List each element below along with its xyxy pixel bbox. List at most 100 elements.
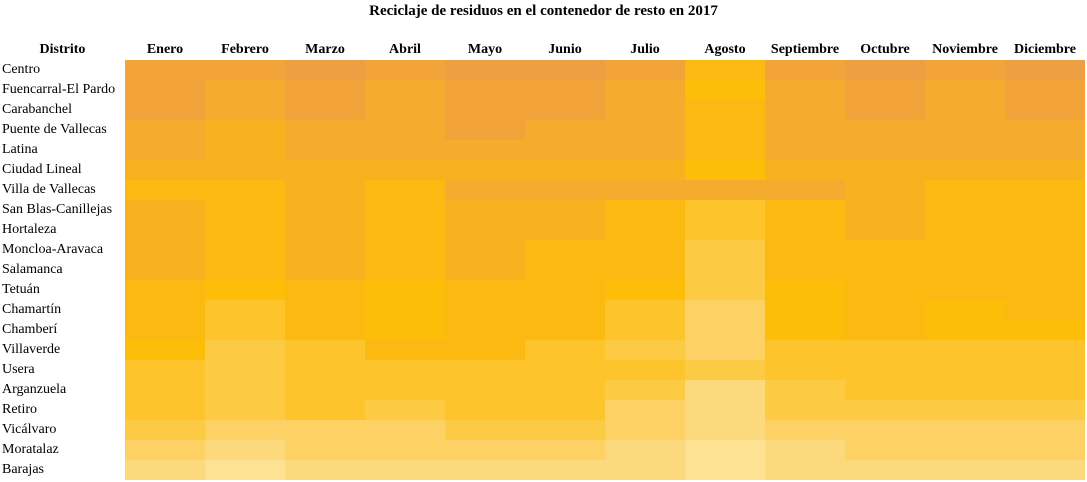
heat-cell — [605, 320, 685, 340]
heat-cell — [285, 440, 365, 460]
heat-cell — [925, 460, 1005, 480]
heat-cell — [925, 420, 1005, 440]
heat-cell — [125, 300, 205, 320]
heat-cell — [285, 420, 365, 440]
heat-cell — [285, 180, 365, 200]
column-header: Julio — [630, 42, 660, 57]
row-label: Moncloa-Aravaca — [2, 242, 104, 257]
heat-cell — [845, 460, 925, 480]
row-label: San Blas-Canillejas — [2, 202, 113, 217]
heat-cell — [1005, 260, 1085, 280]
column-header: Noviembre — [932, 42, 998, 57]
heat-cell — [445, 100, 525, 120]
heat-cell — [285, 200, 365, 220]
row-label: Moratalaz — [2, 442, 59, 457]
heat-cell — [605, 340, 685, 360]
heat-cell — [445, 440, 525, 460]
heat-cell — [685, 200, 765, 220]
heat-cell — [685, 340, 765, 360]
heat-cell — [445, 60, 525, 80]
heat-cell — [285, 160, 365, 180]
heat-cell — [845, 120, 925, 140]
heat-cell — [925, 80, 1005, 100]
heat-cell — [525, 360, 605, 380]
heat-cell — [765, 220, 845, 240]
heat-cell — [365, 380, 445, 400]
heat-cell — [525, 280, 605, 300]
heat-cell — [845, 360, 925, 380]
heat-cell — [125, 320, 205, 340]
heat-cell — [525, 140, 605, 160]
heat-cell — [365, 80, 445, 100]
heat-cell — [685, 220, 765, 240]
heat-cell — [845, 300, 925, 320]
heat-cell — [285, 120, 365, 140]
row-label: Usera — [2, 362, 35, 377]
heat-cell — [445, 240, 525, 260]
heat-cell — [685, 380, 765, 400]
heat-cell — [925, 380, 1005, 400]
heat-cell — [525, 60, 605, 80]
heat-cell — [845, 180, 925, 200]
row-label: Tetuán — [2, 282, 40, 297]
heat-cell — [285, 240, 365, 260]
row-label: Arganzuela — [2, 382, 67, 397]
heat-cell — [445, 320, 525, 340]
heat-cell — [845, 340, 925, 360]
heat-cell — [125, 240, 205, 260]
heat-cell — [605, 280, 685, 300]
heat-cell — [1005, 420, 1085, 440]
heat-cell — [205, 440, 285, 460]
heat-cell — [765, 340, 845, 360]
heat-cell — [845, 240, 925, 260]
heat-cell — [765, 460, 845, 480]
heat-cell — [685, 180, 765, 200]
heat-cell — [605, 420, 685, 440]
heat-cell — [605, 440, 685, 460]
heat-cell — [445, 300, 525, 320]
heat-cell — [285, 300, 365, 320]
column-header: Enero — [146, 42, 184, 57]
heat-cell — [1005, 300, 1085, 320]
heat-cell — [125, 380, 205, 400]
heat-cell — [125, 420, 205, 440]
heat-cell — [285, 220, 365, 240]
heat-cell — [365, 300, 445, 320]
heat-cell — [365, 160, 445, 180]
heat-cell — [685, 420, 765, 440]
heat-cell — [365, 220, 445, 240]
row-label: Puente de Vallecas — [2, 122, 107, 137]
heat-cell — [685, 280, 765, 300]
heat-cell — [765, 360, 845, 380]
heat-cell — [285, 100, 365, 120]
heat-cell — [1005, 280, 1085, 300]
heat-cell — [765, 300, 845, 320]
heat-cell — [525, 200, 605, 220]
heat-cell — [845, 380, 925, 400]
heat-cell — [925, 440, 1005, 460]
heat-cell — [525, 440, 605, 460]
row-label: Hortaleza — [2, 222, 57, 237]
heat-cell — [285, 320, 365, 340]
heat-cell — [365, 440, 445, 460]
heat-cell — [205, 220, 285, 240]
heat-cell — [365, 260, 445, 280]
heat-cell — [205, 260, 285, 280]
heat-cell — [605, 400, 685, 420]
heat-cell — [125, 460, 205, 480]
heat-cell — [845, 420, 925, 440]
heat-cell — [205, 420, 285, 440]
heat-cell — [1005, 220, 1085, 240]
heat-cell — [525, 420, 605, 440]
heat-cell — [285, 80, 365, 100]
column-header: Distrito — [39, 42, 86, 57]
heat-cell — [685, 460, 765, 480]
heat-cell — [445, 340, 525, 360]
heat-cell — [205, 80, 285, 100]
heat-cell — [125, 340, 205, 360]
heat-cell — [765, 420, 845, 440]
heat-cell — [605, 360, 685, 380]
heat-cell — [365, 100, 445, 120]
heat-cell — [605, 200, 685, 220]
heat-cell — [365, 180, 445, 200]
